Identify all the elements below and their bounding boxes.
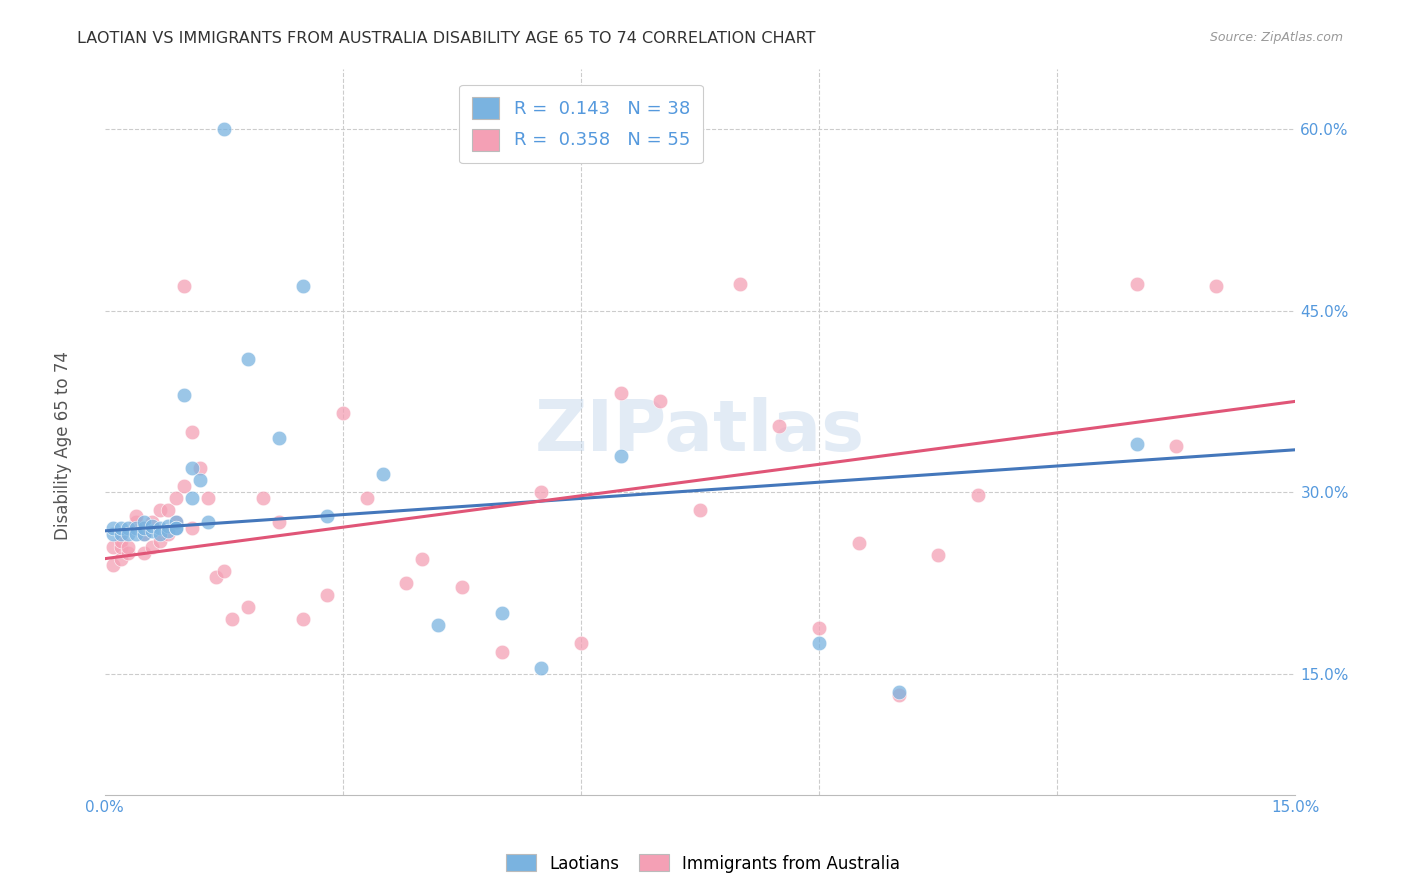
Point: [110, 540, 132, 554]
Text: LAOTIAN VS IMMIGRANTS FROM AUSTRALIA DISABILITY AGE 65 TO 74 CORRELATION CHART: LAOTIAN VS IMMIGRANTS FROM AUSTRALIA DIS…: [77, 31, 815, 46]
Point: [117, 540, 139, 554]
Point: [236, 351, 259, 366]
Point: [125, 527, 148, 541]
Point: [887, 685, 910, 699]
Point: [451, 580, 474, 594]
Point: [110, 521, 132, 535]
Point: [609, 449, 631, 463]
Point: [808, 621, 831, 635]
Point: [609, 385, 631, 400]
Point: [149, 533, 172, 548]
Point: [101, 558, 124, 572]
Point: [134, 521, 156, 535]
Point: [125, 509, 148, 524]
Point: [1166, 439, 1188, 453]
Point: [173, 388, 195, 402]
Point: [149, 527, 172, 541]
Point: [569, 636, 592, 650]
Point: [188, 473, 211, 487]
Point: [411, 551, 433, 566]
Point: [371, 467, 394, 481]
Point: [316, 588, 339, 602]
Point: [110, 551, 132, 566]
Point: [197, 516, 219, 530]
Point: [395, 575, 418, 590]
Point: [927, 548, 949, 562]
Point: [165, 516, 187, 530]
Point: [212, 564, 235, 578]
Point: [117, 521, 139, 535]
Point: [491, 645, 513, 659]
Point: [165, 516, 187, 530]
Point: [887, 689, 910, 703]
Point: [427, 618, 450, 632]
Point: [149, 521, 172, 535]
Point: [332, 407, 354, 421]
Point: [125, 521, 148, 535]
Point: [848, 536, 870, 550]
Point: [101, 527, 124, 541]
Point: [252, 491, 274, 505]
Point: [356, 491, 378, 505]
Point: [134, 546, 156, 560]
Point: [212, 122, 235, 136]
Point: [1205, 279, 1227, 293]
Point: [117, 546, 139, 560]
Point: [101, 521, 124, 535]
Point: [141, 516, 163, 530]
Point: [197, 491, 219, 505]
Text: Disability Age 65 to 74: Disability Age 65 to 74: [55, 351, 72, 541]
Point: [181, 521, 204, 535]
Text: ZIPatlas: ZIPatlas: [536, 397, 865, 467]
Point: [530, 485, 553, 500]
Point: [236, 600, 259, 615]
Point: [650, 394, 672, 409]
Point: [768, 418, 790, 433]
Point: [269, 516, 291, 530]
Point: [110, 527, 132, 541]
Point: [157, 524, 180, 538]
Point: [101, 540, 124, 554]
Point: [292, 279, 315, 293]
Point: [292, 612, 315, 626]
Point: [173, 479, 195, 493]
Point: [269, 431, 291, 445]
Legend: Laotians, Immigrants from Australia: Laotians, Immigrants from Australia: [499, 847, 907, 880]
Point: [141, 540, 163, 554]
Point: [165, 491, 187, 505]
Point: [134, 527, 156, 541]
Point: [181, 491, 204, 505]
Point: [141, 519, 163, 533]
Point: [134, 527, 156, 541]
Point: [689, 503, 711, 517]
Point: [188, 461, 211, 475]
Point: [491, 606, 513, 620]
Point: [173, 279, 195, 293]
Point: [316, 509, 339, 524]
Point: [134, 521, 156, 535]
Point: [530, 660, 553, 674]
Point: [1125, 277, 1147, 291]
Point: [141, 524, 163, 538]
Legend: R =  0.143   N = 38, R =  0.358   N = 55: R = 0.143 N = 38, R = 0.358 N = 55: [460, 85, 703, 163]
Point: [165, 521, 187, 535]
Point: [125, 516, 148, 530]
Point: [181, 461, 204, 475]
Point: [808, 636, 831, 650]
Point: [134, 516, 156, 530]
Text: Source: ZipAtlas.com: Source: ZipAtlas.com: [1209, 31, 1343, 45]
Point: [728, 277, 751, 291]
Point: [149, 503, 172, 517]
Point: [204, 570, 226, 584]
Point: [967, 487, 990, 501]
Point: [157, 503, 180, 517]
Point: [1125, 436, 1147, 450]
Point: [221, 612, 243, 626]
Point: [157, 519, 180, 533]
Point: [165, 521, 187, 535]
Point: [117, 527, 139, 541]
Point: [110, 533, 132, 548]
Point: [181, 425, 204, 439]
Point: [157, 527, 180, 541]
